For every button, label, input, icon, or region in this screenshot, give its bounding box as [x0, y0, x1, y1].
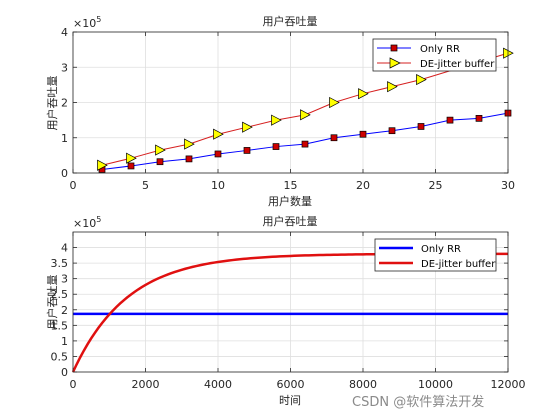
legend-label-de-jitter: DE-jitter buffer — [421, 259, 496, 270]
x-tick-label: 20 — [356, 179, 370, 192]
y-tick-label: 0 — [61, 366, 68, 379]
data-point-de-jitter — [97, 159, 108, 171]
watermark: CSDN @软件算法开发 — [352, 394, 484, 410]
y-tick-label: 2.5 — [51, 288, 69, 301]
data-point-de-jitter — [213, 128, 224, 140]
data-point-de-jitter — [271, 114, 282, 126]
y-tick-label: 0 — [61, 167, 68, 180]
axes-box — [72, 231, 509, 373]
data-point-de-jitter — [416, 74, 427, 86]
data-point-de-jitter — [184, 138, 195, 150]
data-point-only-rr — [330, 134, 338, 142]
y-tick-label: 1 — [61, 335, 68, 348]
x-tick-label: 25 — [429, 179, 443, 192]
subplot-bottom: 用户吞吐量 ×105 0 2000 4000 6000 8000 10000 1200000… — [45, 214, 526, 407]
data-point-only-rr — [272, 143, 280, 150]
y-tick-label: 3 — [61, 273, 68, 286]
data-point-only-rr — [446, 116, 454, 124]
data-point-only-rr — [185, 155, 193, 163]
subplot-bottom-x-axis-label: 时间 — [279, 394, 301, 407]
x-tick-label: 2000 — [132, 378, 160, 391]
legend-marker-de-jitter — [389, 57, 401, 69]
data-point-only-rr — [388, 127, 396, 135]
x-tick-label: 12000 — [491, 378, 526, 391]
legend-label-only-rr: Only RR — [420, 44, 460, 55]
y-tick-label: 1 — [61, 132, 68, 145]
subplot-top-tick-labels: 0 5 10 15 20 25 30 0 1 2 3 4 — [61, 26, 515, 192]
subplot-top-legend: Only RR DE-jitter buffer — [372, 38, 497, 72]
data-point-only-rr — [475, 115, 483, 122]
data-point-only-rr — [127, 162, 135, 170]
y-tick-label: 4 — [61, 26, 68, 39]
y-tick-label: 4 — [61, 242, 68, 255]
x-tick-label: 30 — [501, 179, 515, 192]
y-tick-label: 3.5 — [51, 257, 69, 270]
data-point-only-rr — [359, 130, 367, 138]
legend-label-only-rr: Only RR — [421, 244, 461, 255]
x-tick-label: 0 — [70, 378, 77, 391]
data-point-only-rr — [243, 147, 251, 154]
data-point-only-rr — [417, 123, 425, 130]
y-tick-label: 3 — [61, 61, 68, 74]
x-tick-label: 10 — [211, 179, 225, 192]
data-point-only-rr — [301, 140, 309, 148]
subplot-bottom-tick-labels: 0 2000 4000 6000 8000 10000 12000 0 0.5 1 1.5 2 2.5 3… — [51, 242, 526, 391]
subplot-top-y-exponent: ×105 — [73, 15, 101, 30]
data-point-only-rr — [156, 158, 164, 166]
y-tick-label: 1.5 — [51, 319, 69, 332]
data-point-de-jitter — [242, 121, 253, 133]
x-tick-label: 5 — [142, 179, 149, 192]
subplot-top-title: 用户吞吐量 — [263, 14, 318, 28]
subplot-bottom-title: 用户吞吐量 — [263, 214, 318, 228]
x-tick-label: 0 — [70, 179, 77, 192]
subplot-top-y-axis-label: 用户吞吐量 — [45, 76, 59, 131]
subplot-bottom-y-axis-label: 用户吞吐量 — [45, 275, 59, 330]
subplot-bottom-legend: Only RR DE-jitter buffer — [374, 238, 497, 272]
x-tick-label: 10000 — [418, 378, 453, 391]
subplot-top-plot-area — [72, 31, 514, 174]
data-point-only-rr — [214, 150, 222, 158]
y-tick-label: 0.5 — [51, 350, 69, 363]
x-tick-label: 6000 — [277, 378, 305, 391]
subplot-top-x-axis-label: 用户数量 — [268, 194, 312, 208]
data-point-de-jitter — [387, 81, 398, 93]
data-point-de-jitter — [358, 88, 369, 100]
axes-box — [72, 31, 509, 174]
x-tick-label: 4000 — [204, 378, 232, 391]
x-tick-label: 8000 — [349, 378, 377, 391]
legend-label-de-jitter: DE-jitter buffer — [420, 59, 495, 70]
y-tick-label: 2 — [61, 97, 68, 110]
data-point-de-jitter — [155, 144, 166, 156]
x-tick-label: 15 — [284, 179, 298, 192]
subplot-bottom-y-exponent: ×105 — [73, 215, 101, 230]
data-point-de-jitter — [300, 109, 311, 121]
data-point-de-jitter — [126, 152, 137, 164]
data-point-de-jitter — [329, 96, 340, 109]
legend-marker-only-rr — [390, 44, 398, 52]
legend-box — [374, 238, 497, 272]
y-tick-label: 2 — [61, 304, 68, 317]
